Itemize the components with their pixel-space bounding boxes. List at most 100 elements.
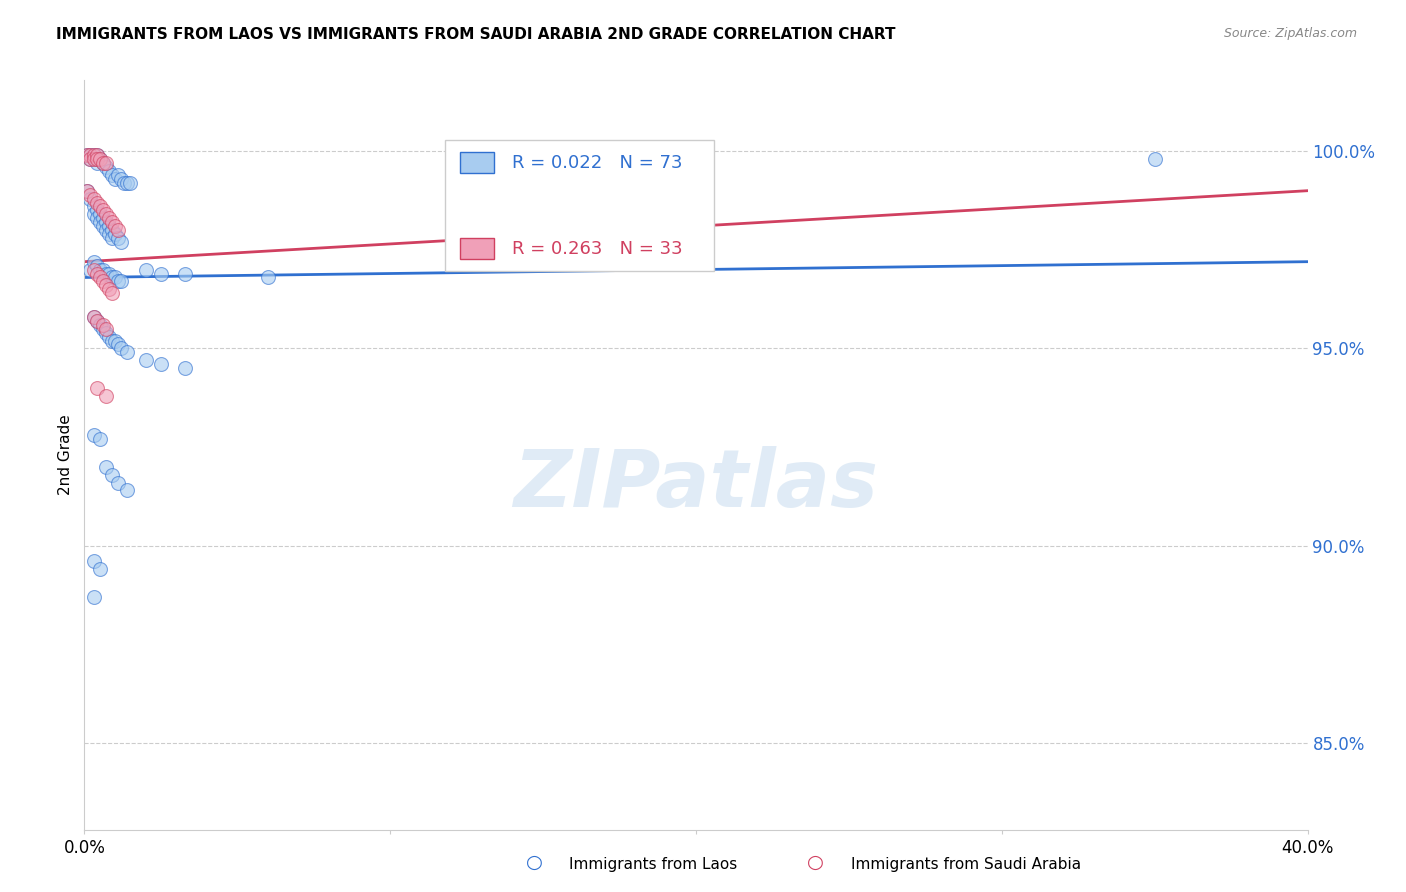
Point [110,235,132,249]
Point [89,207,111,221]
Point [97,211,120,226]
Point [174,361,197,376]
Point [79,192,101,206]
Point [97,329,120,343]
Point [89,152,111,166]
Point [110,274,132,288]
Point [112,176,135,190]
Point [101,168,124,182]
Point [97,282,120,296]
Point [91,322,114,336]
Point [107,168,129,182]
Point [76,184,98,198]
Point [89,262,111,277]
Point [101,231,124,245]
Point [91,203,114,218]
Point [115,345,138,359]
Point [135,353,157,368]
Point [97,164,120,178]
Point [91,156,114,170]
Text: Immigrants from Laos: Immigrants from Laos [569,857,738,872]
Point [101,270,124,285]
Point [94,215,117,229]
Point [79,152,101,166]
Point [104,334,127,348]
Point [101,215,124,229]
Point [104,172,127,186]
Point [86,211,108,226]
Point [135,262,157,277]
Point [79,148,101,162]
Point [104,219,127,234]
Y-axis label: 2nd Grade: 2nd Grade [58,415,73,495]
Point [115,483,138,498]
Point [83,148,105,162]
Point [76,148,98,162]
Point [86,152,108,166]
Point [89,562,111,576]
Point [94,389,117,403]
Point [79,187,101,202]
Point [94,326,117,340]
Point [89,152,111,166]
Point [107,231,129,245]
Point [79,148,101,162]
Point [107,475,129,490]
FancyBboxPatch shape [446,140,714,271]
Point [89,432,111,446]
Point [83,254,105,268]
Text: Immigrants from Saudi Arabia: Immigrants from Saudi Arabia [851,857,1081,872]
Point [83,207,105,221]
Point [91,318,114,332]
Point [101,467,124,482]
Point [83,590,105,604]
Point [107,223,129,237]
Point [89,199,111,213]
Point [110,172,132,186]
Point [86,195,108,210]
Point [120,176,142,190]
Point [91,262,114,277]
Point [83,310,105,324]
Point [1143,152,1166,166]
Point [86,381,108,395]
Point [97,219,120,234]
Point [86,148,108,162]
Point [86,259,108,273]
Point [91,274,114,288]
Point [83,554,105,568]
Point [79,152,101,166]
Point [91,211,114,226]
Point [86,156,108,170]
Point [86,152,108,166]
Text: ○: ○ [526,854,543,872]
Point [83,428,105,442]
Point [79,262,101,277]
Point [86,314,108,328]
Point [83,148,105,162]
Point [91,156,114,170]
Point [86,267,108,281]
Text: ○: ○ [807,854,824,872]
Point [115,176,138,190]
Point [86,203,108,218]
Point [91,219,114,234]
Point [149,267,172,281]
Point [174,267,197,281]
Point [94,278,117,293]
Point [101,286,124,301]
FancyBboxPatch shape [460,238,494,260]
Point [94,223,117,237]
Point [83,152,105,166]
Point [104,270,127,285]
Point [110,342,132,356]
Text: ZIPatlas: ZIPatlas [513,446,879,524]
Point [97,227,120,241]
Point [89,318,111,332]
Point [149,357,172,371]
Point [101,334,124,348]
Text: R = 0.263   N = 33: R = 0.263 N = 33 [513,240,683,258]
Text: Source: ZipAtlas.com: Source: ZipAtlas.com [1223,27,1357,40]
Point [94,322,117,336]
Text: IMMIGRANTS FROM LAOS VS IMMIGRANTS FROM SAUDI ARABIA 2ND GRADE CORRELATION CHART: IMMIGRANTS FROM LAOS VS IMMIGRANTS FROM … [56,27,896,42]
